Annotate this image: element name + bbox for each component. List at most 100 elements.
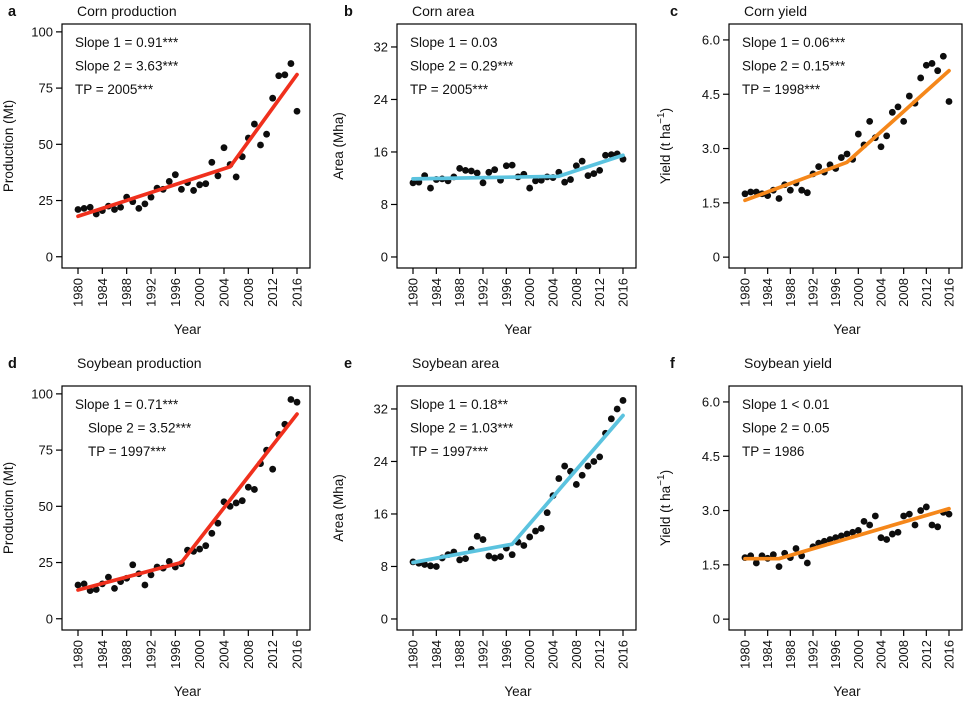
x-tick-label: 2016 — [942, 278, 957, 307]
panel-title: Soybean yield — [744, 355, 832, 371]
data-point — [502, 162, 510, 170]
x-tick-label: 2016 — [290, 278, 305, 307]
data-point — [214, 519, 222, 527]
panel-b: 0 8 16 24 32 1980 1984 1988 1992 1996 2000 2004 2008… — [326, 0, 652, 351]
panel-f: 0 1.5 3.0 4.5 6.0 1980 1984 1988 1992 1996 2000 200… — [652, 352, 978, 703]
data-point — [257, 141, 264, 149]
data-point — [928, 60, 936, 67]
chart-corn-area: 0 8 16 24 32 1980 1984 1988 1992 1996 2000 2004 2008… — [331, 3, 637, 337]
y-tick-label: 0 — [381, 250, 388, 265]
data-point — [866, 521, 874, 529]
data-point — [427, 184, 434, 192]
data-point — [251, 120, 258, 128]
plot-box — [61, 385, 311, 631]
annotation-text: Slope 1 = 0.91*** — [75, 35, 179, 50]
y-tick-label: 0 — [713, 612, 720, 627]
x-tick-label: 1988 — [452, 278, 467, 307]
data-point — [432, 563, 440, 570]
panel-title: Soybean production — [77, 355, 202, 371]
annotation-text: Slope 2 = 1.03*** — [410, 421, 514, 436]
x-axis-label: Year — [833, 322, 861, 337]
annotation-text: Slope 1 = 0.18** — [410, 397, 509, 412]
data-point — [427, 562, 434, 570]
x-tick-label: 1996 — [168, 640, 183, 669]
data-point — [866, 117, 874, 125]
annotation-text: Slope 1 = 0.06*** — [742, 35, 846, 50]
data-point — [572, 162, 580, 170]
data-point — [232, 173, 240, 181]
data-point — [129, 561, 137, 569]
data-point — [888, 108, 896, 116]
data-point — [456, 164, 464, 172]
panel-title: Soybean area — [412, 355, 499, 371]
annotation-text: TP = 1986 — [742, 444, 804, 459]
data-point — [135, 205, 143, 212]
x-tick-label: 1992 — [806, 640, 821, 669]
data-point — [798, 186, 806, 194]
annotation-text: TP = 1998*** — [742, 82, 821, 97]
x-tick-label: 2012 — [592, 640, 607, 669]
panel-title: Corn production — [77, 3, 177, 19]
x-tick-label: 2012 — [265, 640, 280, 669]
data-point — [287, 396, 295, 403]
data-point — [561, 178, 569, 186]
x-tick-label: 2008 — [896, 640, 911, 669]
x-tick-label: 2004 — [874, 640, 889, 669]
annotation-text: Slope 1 = 0.71*** — [75, 397, 179, 412]
panel-letter: d — [8, 356, 17, 372]
data-point — [741, 190, 749, 198]
data-point — [854, 130, 862, 138]
x-tick-label: 2016 — [290, 640, 305, 669]
y-tick-label: 16 — [374, 145, 388, 160]
data-point — [86, 203, 94, 211]
y-axis-label: Yield (t ha−1) — [656, 108, 673, 184]
data-point — [202, 180, 210, 188]
data-point — [747, 188, 755, 196]
data-point — [905, 92, 913, 100]
y-tick-label: 8 — [381, 559, 388, 574]
data-point — [837, 154, 845, 161]
y-tick-label: 6.0 — [702, 394, 720, 409]
x-tick-label: 1996 — [499, 640, 514, 669]
x-tick-label: 1984 — [760, 640, 775, 669]
data-point — [567, 176, 574, 183]
data-point — [80, 580, 88, 588]
panel-letter: e — [344, 356, 352, 372]
x-tick-label: 2012 — [265, 278, 280, 307]
data-point — [561, 462, 569, 470]
data-point — [590, 170, 598, 178]
y-axis-label: Production (Mt) — [1, 100, 16, 192]
chart-corn-production: 0 25 50 75 100 1980 1984 1988 1992 1996 2000 2004 20… — [1, 3, 311, 337]
data-point — [508, 551, 516, 559]
x-axis-label: Year — [504, 322, 532, 337]
data-point — [854, 527, 862, 534]
data-point — [196, 545, 204, 553]
data-point — [917, 74, 925, 82]
data-point — [281, 71, 289, 79]
x-tick-label: 1988 — [119, 278, 134, 307]
x-tick-label: 2004 — [217, 278, 232, 307]
y-tick-label: 0 — [381, 612, 388, 627]
y-tick-label: 0 — [713, 250, 720, 265]
panel-c: 0 1.5 3.0 4.5 6.0 1980 1984 1988 1992 1996 2000 200… — [652, 0, 978, 351]
y-tick-label: 16 — [374, 507, 388, 522]
data-point — [269, 94, 277, 102]
data-point — [928, 521, 936, 529]
data-point — [293, 107, 301, 115]
x-tick-label: 1992 — [806, 278, 821, 307]
x-tick-label: 1996 — [828, 640, 843, 669]
data-point — [485, 552, 493, 560]
x-tick-label: 2008 — [896, 278, 911, 307]
panel-letter: c — [670, 4, 678, 20]
data-point — [596, 166, 604, 174]
x-tick-label: 2004 — [217, 640, 232, 669]
chart-soybean-production: 0 25 50 75 100 1980 1984 1988 1992 1996 2000 2004 20… — [1, 355, 311, 699]
plot-box — [61, 23, 311, 269]
data-point — [263, 130, 270, 138]
y-tick-label: 24 — [374, 92, 388, 107]
y-tick-label: 0 — [46, 611, 53, 626]
data-point — [945, 510, 953, 518]
x-tick-label: 2012 — [919, 640, 934, 669]
y-axis-label: Area (Mha) — [331, 474, 346, 542]
data-point — [526, 533, 534, 541]
